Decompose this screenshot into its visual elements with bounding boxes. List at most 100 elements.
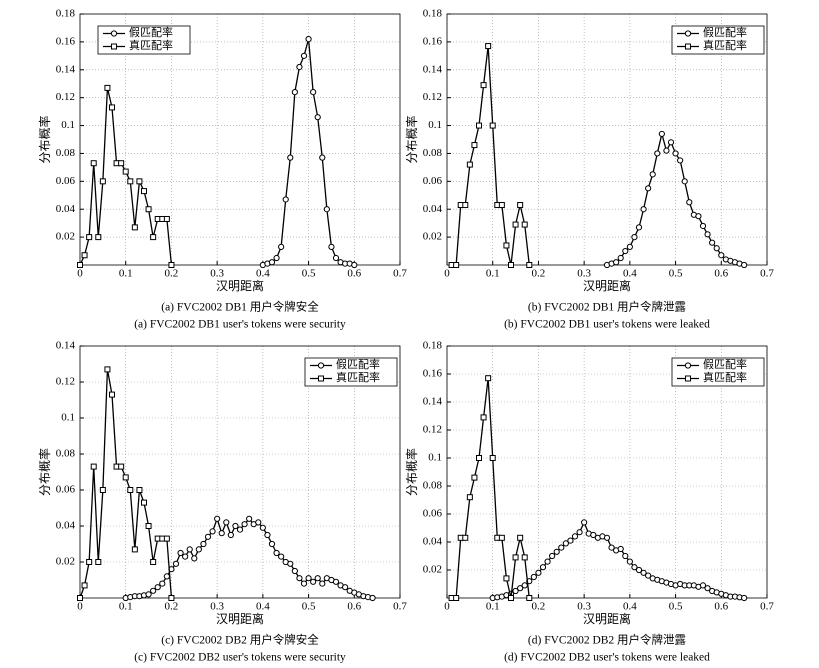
square-marker [86,234,93,241]
square-marker [127,178,134,185]
square-marker [453,595,460,601]
x-tick-label: 0.3 [210,268,224,280]
square-marker [104,366,111,373]
circle-marker [681,178,688,185]
square-marker [453,262,460,268]
y-axis-label: 分布概率 [404,448,419,496]
circle-marker [535,569,542,576]
x-tick-label: 0.5 [669,268,683,280]
x-tick-label: 0.6 [714,268,728,280]
circle-marker [200,540,207,548]
circle-marker [631,234,638,241]
circle-marker [622,552,629,560]
square-marker [131,546,138,553]
y-tick-label: 0.12 [423,91,442,103]
y-tick-label: 0.08 [423,147,443,159]
square-marker [318,375,324,382]
x-tick-label: 0.2 [532,268,546,280]
square-marker [508,595,514,601]
circle-marker [512,587,519,595]
circle-marker [626,558,633,565]
y-tick-label: 0.1 [61,119,75,131]
circle-marker [549,552,556,560]
square-marker [163,215,170,222]
square-marker [86,559,93,565]
y-tick-label: 0.12 [56,376,75,388]
legend-label: 真匹配率 [703,38,747,52]
circle-marker [626,243,633,250]
y-tick-label: 0.12 [56,91,75,103]
circle-marker [241,521,248,528]
circle-marker [332,578,340,585]
square-marker [476,122,482,129]
square-marker [145,206,152,213]
x-tick-label: 0.4 [623,268,637,280]
square-marker [466,161,473,168]
y-axis-label: 分布概率 [37,448,52,496]
x-tick-label: 0.1 [486,601,500,613]
y-tick-label: 0.02 [423,231,442,243]
x-tick-label: 0.2 [532,601,546,613]
square-marker [485,375,492,382]
y-tick-label: 0.04 [56,520,76,532]
y-tick-label: 0.04 [56,203,76,215]
square-marker [95,234,102,241]
circle-marker [110,30,118,37]
circle-marker [332,254,340,262]
circle-marker [314,114,321,121]
circle-marker [521,582,528,589]
x-tick-label: 0.2 [165,268,179,280]
circle-marker [567,537,574,544]
square-marker [476,455,482,461]
caption: (d) FVC2002 DB2 user's tokens were leake… [504,652,710,664]
caption: (b) FVC2002 DB1 用户令牌泄露 [528,300,687,314]
circle-marker [635,566,643,574]
circle-marker [718,252,725,259]
y-tick-label: 0.04 [423,203,443,215]
x-tick-label: 0.1 [486,268,500,280]
circle-marker [296,63,303,71]
circle-marker [741,594,748,602]
circle-marker [622,247,629,255]
square-marker [462,534,469,541]
circle-marker [218,530,225,537]
circle-marker [603,534,611,541]
square-marker [111,43,117,50]
circle-marker [677,157,684,164]
square-marker [517,534,524,541]
circle-marker [699,582,707,589]
square-marker [462,202,469,209]
caption: (a) FVC2002 DB1 用户令牌安全 [161,300,319,314]
y-tick-label: 0.18 [423,340,443,352]
y-tick-label: 0.14 [423,63,443,75]
circle-marker [631,564,638,571]
square-marker [81,582,88,589]
circle-marker [608,544,615,551]
square-marker [685,375,691,382]
circle-marker [663,147,670,154]
y-tick-label: 0.14 [56,63,76,75]
y-tick-label: 0.08 [423,480,443,492]
square-marker [122,168,129,175]
circle-marker [204,533,212,540]
square-marker [150,559,157,565]
caption: (d) FVC2002 DB2 用户令牌泄露 [528,633,687,647]
y-tick-label: 0.14 [423,396,443,408]
square-marker [489,122,496,129]
circle-marker [287,154,294,161]
circle-marker [154,584,161,591]
square-marker [480,82,487,89]
square-marker [136,178,143,185]
square-marker [526,595,533,601]
x-tick-label: 0 [77,601,83,613]
square-marker [131,224,138,231]
circle-marker [617,254,624,262]
y-tick-label: 0.06 [423,508,443,520]
legend-label: 真匹配率 [703,370,747,384]
square-marker [512,554,519,561]
legend-label: 假匹配率 [129,25,173,39]
circle-marker [278,553,285,560]
series-line [451,378,530,599]
circle-marker [709,239,716,246]
